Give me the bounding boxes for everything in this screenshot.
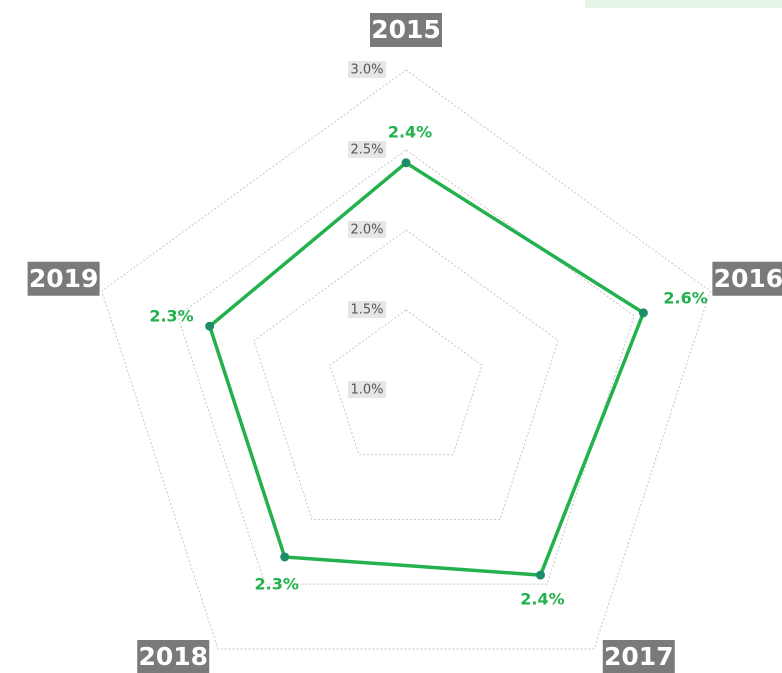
category-label: 2019 — [29, 264, 99, 293]
y-tick-label: 1.0% — [350, 383, 383, 398]
data-label: 2.4% — [520, 590, 564, 609]
tick-label-bg — [348, 61, 386, 78]
tick-label-bg — [348, 381, 386, 398]
data-point — [638, 308, 648, 318]
data-point — [280, 552, 290, 562]
data-label: 2.3% — [149, 307, 193, 326]
category-label-bg — [370, 13, 442, 47]
tick-label-bg — [348, 221, 386, 238]
category-label-bg — [712, 261, 782, 296]
grid: 1.0% 1.5% 2.0% 2.5% 3.0% 2015 2016 2017 2018 2019 — [27, 13, 782, 673]
grid-ring — [101, 69, 711, 650]
y-tick-label: 3.0% — [350, 63, 383, 78]
data-point — [535, 570, 545, 580]
y-tick-label: 2.0% — [350, 223, 383, 238]
data-label: 2.3% — [254, 574, 298, 593]
top-banner — [585, 0, 782, 8]
tick-label-bg — [348, 301, 386, 318]
grid-ring — [253, 229, 559, 520]
grid-ring — [177, 149, 635, 585]
category-label: 2017 — [604, 642, 674, 671]
data-label: 2.4% — [388, 122, 432, 141]
category-label-bg — [27, 261, 100, 296]
data-label: 2.6% — [663, 288, 707, 307]
category-label: 2015 — [371, 15, 441, 44]
data-point — [401, 158, 411, 168]
category-label-bg — [602, 640, 675, 673]
plot: 2.4% 2.6% 2.4% 2.3% 2.3% — [149, 122, 707, 608]
y-tick-label: 2.5% — [350, 143, 383, 158]
y-tick-label: 1.5% — [350, 303, 383, 318]
category-label-bg — [137, 640, 210, 673]
series-line — [207, 160, 646, 577]
category-label: 2016 — [714, 264, 782, 293]
tick-label-bg — [348, 141, 386, 158]
data-point — [205, 321, 215, 331]
category-label: 2018 — [138, 642, 208, 671]
